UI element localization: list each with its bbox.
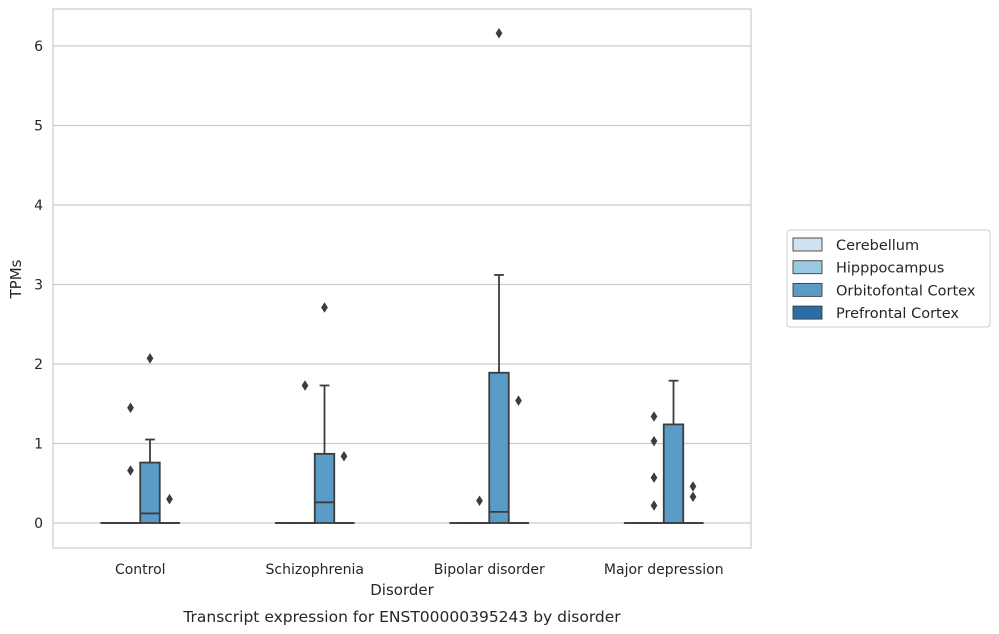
legend-label: Prefrontal Cortex [836,306,959,322]
legend-swatch [792,237,823,252]
outlier-point [650,435,658,447]
legend-label: Hipppocampus [836,261,944,277]
chart-caption: Transcript expression for ENST0000039524… [182,608,621,626]
box-group [488,28,510,524]
box-group [158,493,181,524]
legend-swatch [792,260,823,275]
axes-frame [52,8,752,549]
box [313,452,336,524]
box-group [139,353,161,524]
outlier-point [515,395,522,406]
box-group [294,380,316,524]
box [662,423,685,524]
outlier-point [301,380,309,391]
outlier-point [476,495,483,506]
legend: Cerebellum Hipppocampus Orbitofontal Corte… [786,229,991,328]
outlier-point [127,465,134,476]
legend-swatch [792,305,823,320]
box-group [662,379,685,524]
y-tick-label: 0 [34,516,43,532]
x-tick-label: Control [115,562,166,578]
outlier-point [127,402,134,413]
outlier-point [146,353,154,364]
y-tick-label: 4 [34,198,43,214]
box-group [313,302,336,524]
y-tick-label: 5 [34,119,43,135]
y-tick-label: 6 [34,39,43,55]
legend-swatch [792,282,823,297]
x-tick-label: Major depression [604,562,724,578]
box-group [333,450,355,524]
y-tick-label: 1 [34,437,43,453]
plot-area [100,28,704,524]
x-tick-label: Schizophrenia [266,562,364,578]
x-tick-labels: Control Schizophrenia Bipolar disorder Majo… [115,562,724,578]
x-axis-label: Disorder [370,581,434,599]
outlier-point [689,481,697,492]
outlier-point [340,450,348,462]
outlier-point [650,500,658,511]
outlier-point [650,411,658,422]
y-tick-label: 2 [34,357,43,373]
y-tick-label: 3 [34,278,43,294]
legend-label: Cerebellum [836,238,919,254]
box-group [682,481,704,524]
box-group [507,395,530,524]
legend-frame [786,229,991,328]
outlier-point [166,493,173,505]
y-axis-label: TPMs [7,259,25,299]
outlier-point [495,28,503,39]
box [488,371,510,524]
outlier-point [321,302,328,313]
outlier-point [650,472,658,483]
box-group [468,495,491,524]
y-tick-labels: 0 1 2 3 4 5 6 [34,39,43,532]
box [139,461,161,524]
legend-label: Orbitofontal Cortex [836,283,976,299]
x-tick-label: Bipolar disorder [434,562,545,578]
outlier-point [689,491,697,503]
